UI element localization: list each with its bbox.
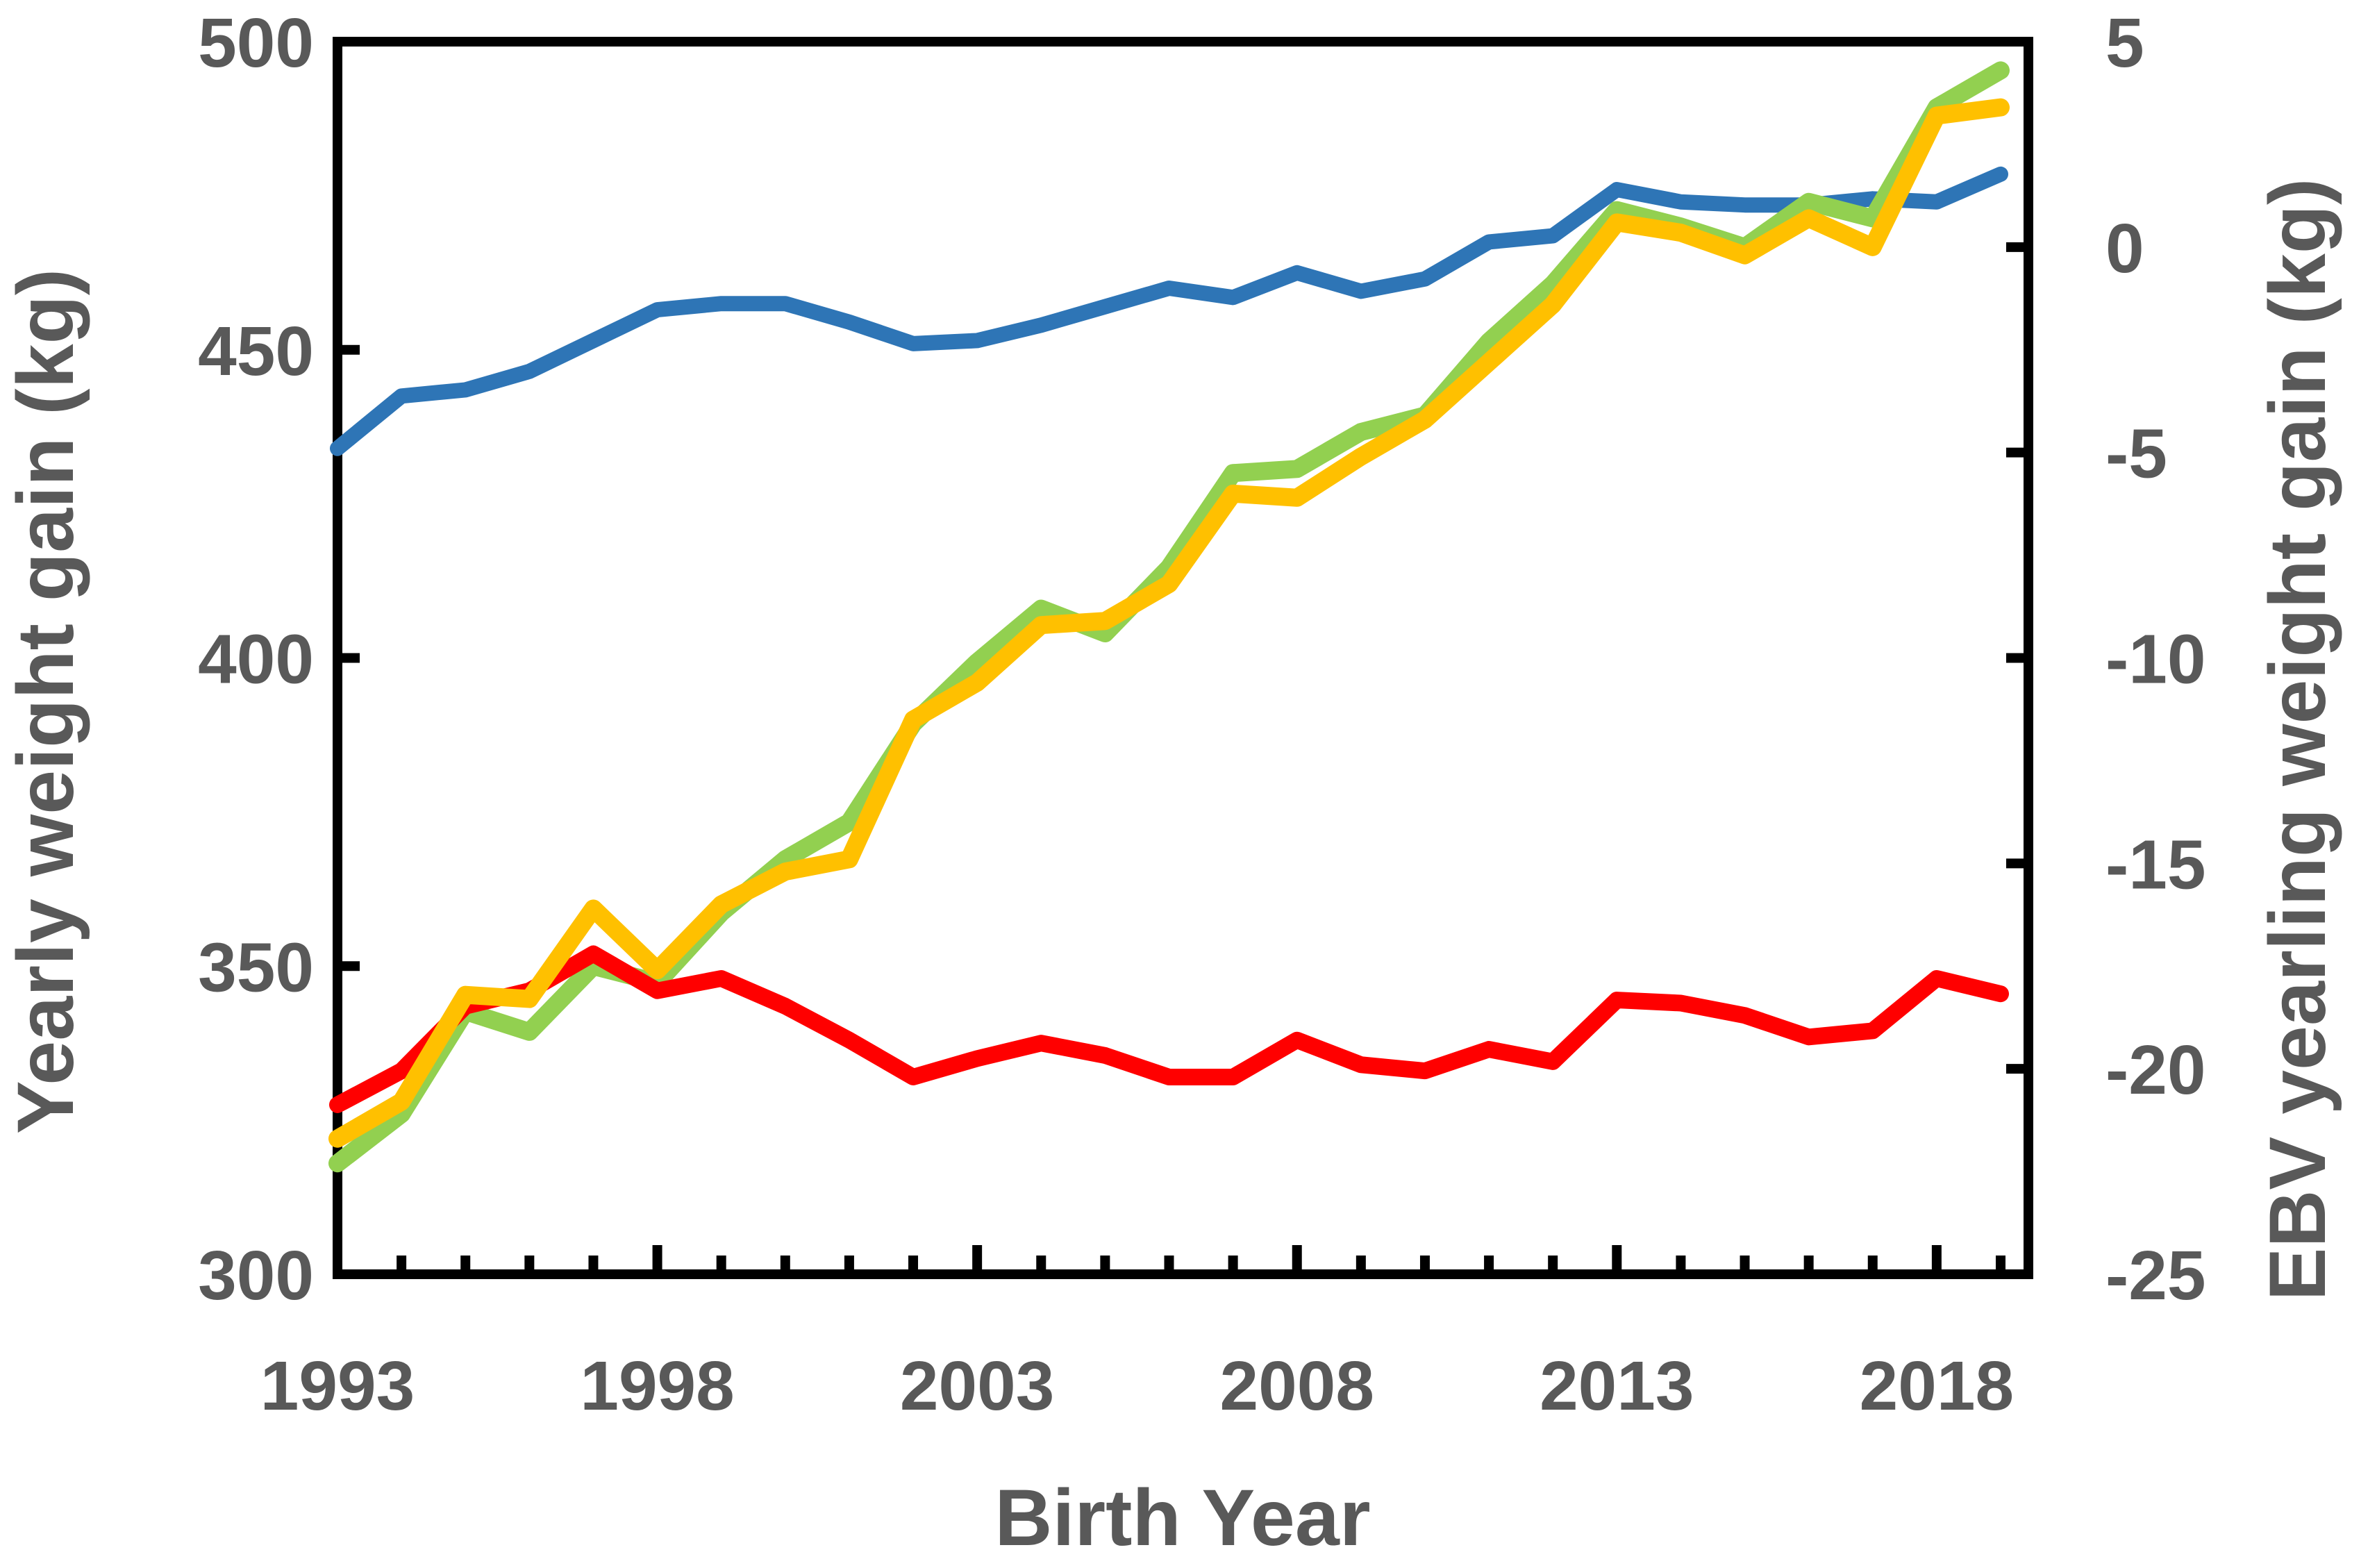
tick-labels: 500 450 400 350 300 5 0 -5 -10 -15 -20 -25 1993 1998 2… [198,4,2205,1425]
x-axis-tick-label: 2008 [1219,1347,1374,1425]
yellow-line [328,98,2010,1148]
left-axis-tick-label: 350 [198,928,314,1006]
data-series [328,61,2010,1173]
right-axis-tick-label: -25 [2105,1237,2206,1315]
x-axis-title: Birth Year [994,1474,1370,1562]
x-axis-tick-label: 2003 [900,1347,1054,1425]
x-axis-tick-label: 2018 [1860,1347,2014,1425]
green-line [328,61,2010,1173]
right-axis-title: EBV yearling weight gain (kg) [2253,178,2342,1301]
right-axis-tick-label: 0 [2105,210,2144,287]
right-axis-tick-label: -5 [2105,415,2167,493]
right-axis-tick-label: 5 [2105,4,2144,82]
x-axis-tick-label: 1998 [580,1347,734,1425]
x-axis-tick-label: 1993 [260,1347,415,1425]
left-axis-tick-label: 450 [198,312,314,390]
right-axis-tick-label: -15 [2105,826,2206,903]
blue-line [330,166,2008,456]
tick-marks [337,242,2028,1274]
right-axis-tick-label: -10 [2105,621,2206,699]
left-axis-tick-label: 300 [198,1237,314,1315]
left-axis-title: Yearly weight gain (kg) [1,269,90,1134]
red-line [329,945,2009,1113]
left-axis-tick-label: 400 [198,621,314,699]
right-axis-tick-label: -20 [2105,1031,2206,1109]
x-axis-tick-label: 2013 [1540,1347,1694,1425]
left-axis-tick-label: 500 [198,4,314,82]
